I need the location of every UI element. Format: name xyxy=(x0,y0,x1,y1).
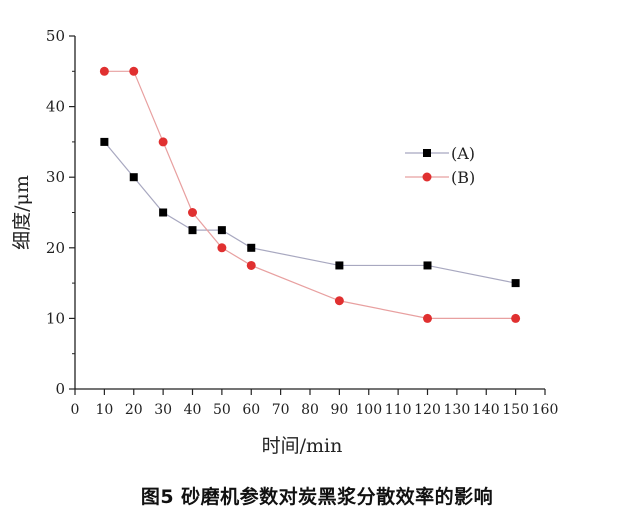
data-point-b xyxy=(158,137,168,147)
data-point-a xyxy=(217,226,226,235)
data-point-b xyxy=(217,243,227,253)
x-tick-label: 70 xyxy=(272,402,290,418)
y-tick-label: 30 xyxy=(46,168,65,186)
data-point-a xyxy=(100,137,109,146)
data-point-a xyxy=(247,243,256,252)
legend-marker-b xyxy=(422,172,432,182)
x-tick-label: 130 xyxy=(444,402,471,418)
data-point-b xyxy=(99,66,109,76)
x-tick-label: 30 xyxy=(154,402,172,418)
x-tick-label: 100 xyxy=(355,402,382,418)
y-tick-label: 20 xyxy=(46,239,65,257)
x-tick-label: 90 xyxy=(330,402,348,418)
x-tick-label: 140 xyxy=(473,402,500,418)
x-tick-label: 160 xyxy=(532,402,559,418)
figure-caption: 图5 砂磨机参数对炭黑浆分散效率的影响 xyxy=(140,486,494,508)
data-point-a xyxy=(129,173,138,182)
x-axis-label: 时间/min xyxy=(262,435,343,457)
x-tick-label: 0 xyxy=(71,402,80,418)
x-tick-label: 20 xyxy=(125,402,143,418)
x-tick-label: 40 xyxy=(184,402,202,418)
series-line xyxy=(104,70,516,319)
legend-label: (A) xyxy=(451,144,475,163)
x-tick-label: 150 xyxy=(502,402,529,418)
data-point-a xyxy=(159,208,168,217)
data-point-a xyxy=(335,261,344,270)
data-point-b xyxy=(129,66,139,76)
data-point-b xyxy=(423,313,432,323)
data-point-b xyxy=(511,313,521,323)
data-point-a xyxy=(188,226,197,235)
y-axis-label: 细度/μm xyxy=(11,175,33,250)
x-tick-label: 80 xyxy=(301,402,319,418)
x-tick-label: 10 xyxy=(95,402,113,418)
y-tick-label: 50 xyxy=(46,27,65,45)
y-tick-label: 0 xyxy=(55,380,65,398)
legend-label: (B) xyxy=(451,168,475,187)
data-point-b xyxy=(246,260,256,270)
x-tick-label: 120 xyxy=(414,402,441,418)
x-tick-label: 110 xyxy=(385,402,412,418)
data-point-a xyxy=(511,279,520,288)
y-tick-label: 10 xyxy=(46,309,65,327)
x-tick-label: 60 xyxy=(242,402,260,418)
legend-marker-a xyxy=(423,149,431,157)
data-point-b xyxy=(334,296,344,306)
data-point-a xyxy=(423,261,432,270)
y-tick-label: 40 xyxy=(46,98,65,116)
data-point-b xyxy=(188,208,197,217)
line-chart: 0 10 20 30 40 50 0 10 20 30 40 50 60 70 80 90 100 110 120 1… xyxy=(11,27,559,457)
x-tick-label: 50 xyxy=(213,402,231,418)
